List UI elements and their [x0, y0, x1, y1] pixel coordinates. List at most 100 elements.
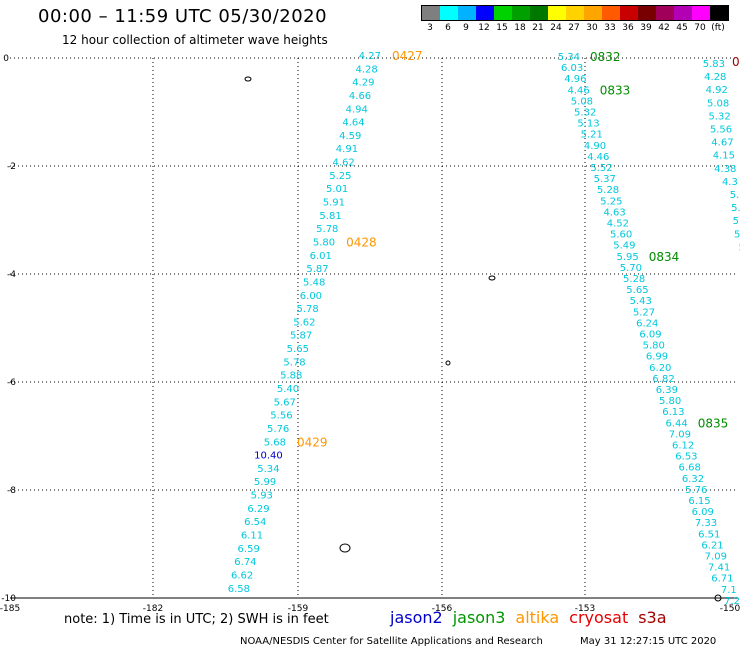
track-a-swh-value: 5.65 [287, 344, 309, 355]
track-b-time-label: 0834 [649, 250, 680, 264]
track-a-swh-value: 5.68 [264, 437, 286, 448]
track-a-swh-value: 10.40 [254, 451, 283, 462]
track-b-swh-value: 5.43 [630, 296, 652, 307]
track-b-swh-value: 7.09 [705, 552, 727, 563]
track-b-swh-value: 5.80 [643, 341, 665, 352]
legend-swatch [530, 6, 548, 20]
track-c-swh-value: 4.15 [713, 151, 735, 162]
track-b-swh-value: 5.08 [571, 96, 593, 107]
track-b-swh-value: 4.96 [564, 74, 586, 85]
track-b-swh-value: 5.76 [685, 485, 707, 496]
satellite-key: jason2 jason3 altika cryosat s3a [390, 608, 677, 627]
track-c-swh-value: 4.3 [722, 177, 738, 188]
track-a-swh-value: 5.56 [270, 411, 292, 422]
track-a-time-label: 0429 [297, 435, 328, 449]
legend-swatch [656, 6, 674, 20]
track-b-time-label: 0833 [600, 83, 631, 97]
track-b-swh-value: 5.27 [633, 307, 655, 318]
track-b-swh-value: 6.21 [701, 540, 723, 551]
track-a-swh-value: 5.91 [323, 198, 345, 209]
lat-tick-label: -6 [7, 378, 16, 388]
lon-tick-label: -182 [143, 604, 163, 614]
track-b-swh-value: 4.52 [607, 219, 629, 230]
track-a-swh-value: 5.80 [313, 237, 335, 248]
track-b-swh-value: 5.52 [590, 163, 612, 174]
track-a-swh-value: 4.91 [336, 144, 358, 155]
lat-tick-label: -2 [7, 162, 16, 172]
track-b-swh-value: 6.53 [675, 452, 697, 463]
island-outline [714, 594, 722, 602]
track-a-swh-value: 4.27 [359, 51, 381, 62]
legend-label: 39 [640, 23, 652, 33]
legend-swatch [494, 6, 512, 20]
legend-swatch [422, 6, 440, 20]
track-b-swh-value: 6.82 [652, 374, 674, 385]
track-a-swh-value: 5.78 [316, 224, 338, 235]
legend-swatch [512, 6, 530, 20]
track-c-swh-value: 5.08 [707, 98, 729, 109]
track-a-time-label: 0427 [392, 49, 423, 63]
track-a-swh-value: 6.58 [228, 584, 250, 595]
track-a-swh-value: 6.59 [238, 544, 260, 555]
track-a-swh-value: 5.76 [267, 424, 289, 435]
legend-swatch [584, 6, 602, 20]
legend-swatch [710, 6, 728, 20]
legend-label: 70 [694, 23, 706, 33]
track-b-swh-value: 6.13 [662, 407, 684, 418]
track-c-swh-value: 4.28 [704, 72, 726, 83]
legend-swatch [458, 6, 476, 20]
track-a-swh-value: 6.54 [244, 517, 266, 528]
track-b-swh-value: 4.46 [568, 85, 590, 96]
track-a-swh-value: 6.74 [234, 557, 256, 568]
track-c-swh-value: 5. [733, 216, 740, 227]
track-a-swh-value: 5.78 [283, 357, 305, 368]
track-b-swh-value: 6.12 [672, 441, 694, 452]
track-b-swh-value: 6.20 [649, 363, 671, 374]
track-b-swh-value: 5.25 [600, 196, 622, 207]
legend-label: 18 [514, 23, 526, 33]
legend-label: 24 [550, 23, 562, 33]
track-c-swh-value: 4.67 [711, 138, 733, 149]
legend-swatch [602, 6, 620, 20]
track-a-swh-value: 5.62 [293, 317, 315, 328]
track-a-swh-value: 5.78 [297, 304, 319, 315]
track-a-swh-value: 5.99 [254, 477, 276, 488]
track-b-swh-value: 5.32 [574, 108, 596, 119]
track-c-swh-value: 4.38 [714, 164, 736, 175]
legend-swatches [421, 5, 729, 21]
satellite-altika: altika [515, 608, 560, 627]
track-b-swh-value: 5.70 [620, 263, 642, 274]
track-a-swh-value: 5.25 [329, 171, 351, 182]
track-b-swh-value: 6.51 [698, 529, 720, 540]
track-b-swh-value: 5.34 [558, 52, 580, 63]
track-a-swh-value: 4.29 [352, 78, 374, 89]
legend-swatch [638, 6, 656, 20]
track-c-swh-value: 5. [731, 203, 740, 214]
legend-label: 45 [676, 23, 688, 33]
satellite-jason3: jason3 [452, 608, 506, 627]
track-b-time-label: 0832 [590, 50, 621, 64]
track-a-swh-value: 6.11 [241, 531, 263, 542]
lon-tick-label: -159 [288, 604, 309, 614]
legend-label: 42 [658, 23, 670, 33]
track-b-swh-value: 4.63 [603, 207, 625, 218]
track-b-swh-value: 5.80 [659, 396, 681, 407]
legend-label: 30 [586, 23, 598, 33]
track-b-swh-value: 6.44 [665, 418, 687, 429]
legend-swatch [692, 6, 710, 20]
track-a-swh-value: 6.00 [300, 291, 322, 302]
track-a-swh-value: 6.29 [247, 504, 269, 515]
island-outline [244, 76, 252, 82]
track-b-swh-value: 6.71 [711, 574, 733, 585]
track-b-swh-value: 5.60 [610, 230, 632, 241]
legend-swatch [440, 6, 458, 20]
track-b-swh-value: 4.46 [587, 152, 609, 163]
lat-tick-label: -4 [7, 270, 16, 280]
legend-label: 33 [604, 23, 616, 33]
legend-swatch [548, 6, 566, 20]
track-b-swh-value: 5.28 [623, 274, 645, 285]
track-b-swh-value: 6.15 [688, 496, 710, 507]
lat-tick-label: -8 [7, 486, 16, 496]
track-b-swh-value: 7.1 [721, 585, 737, 596]
track-a-swh-value: 6.62 [231, 570, 253, 581]
